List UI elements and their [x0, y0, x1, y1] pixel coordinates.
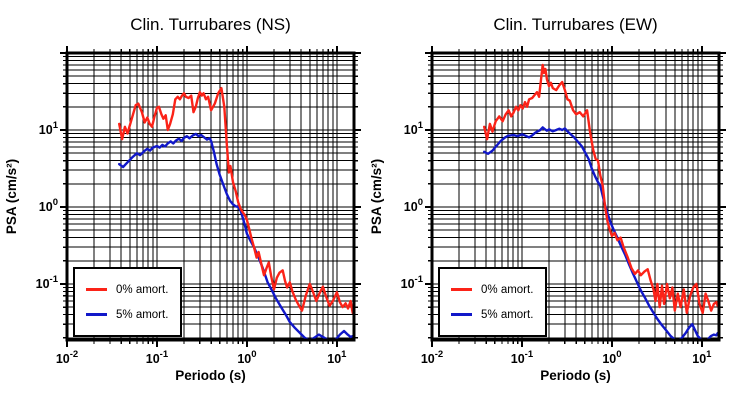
panel-ew: 10-2 10-1 100 101 101 100 10-1 Clin. Turrubares… — [365, 0, 730, 400]
series-group — [483, 63, 719, 340]
ns-chart-svg: 10-2 10-1 100 101 101 100 10-1 Clin. Turrubares… — [4, 15, 361, 383]
x-tick-label: 10-2 — [421, 349, 443, 366]
x-tick-label: 10-1 — [146, 349, 169, 366]
y-tick-label: 100 — [39, 197, 58, 214]
x-tick-label: 100 — [237, 349, 256, 366]
plot-frame — [65, 51, 356, 342]
y-tick-label: 101 — [39, 120, 59, 137]
grid — [66, 52, 354, 340]
y-tick-label: 100 — [404, 197, 423, 214]
x-tick-label: 101 — [692, 349, 712, 366]
x-tick-label: 101 — [327, 349, 347, 366]
ew-chart-svg: 10-2 10-1 100 101 101 100 10-1 Clin. Turrubares… — [369, 15, 726, 383]
legend-label-0pct: 0% amort. — [481, 283, 534, 296]
panel-ns: 10-2 10-1 100 101 101 100 10-1 Clin. Turrubares… — [4, 15, 361, 383]
y-tick-label: 10-1 — [401, 274, 424, 291]
y-axis-label: PSA (cm/s²) — [369, 159, 384, 234]
series-line-5-amort- — [483, 126, 719, 340]
x-tick-label: 10-2 — [56, 349, 78, 366]
legend-entry-0pct: 0% amort. — [440, 282, 545, 298]
plot-title: Clin. Turrubares (EW) — [493, 15, 657, 34]
tick-labels: 10-2 10-1 100 101 101 100 10-1 — [401, 120, 713, 366]
legend-entry-5pct: 5% amort. — [440, 307, 545, 323]
legend-label-5pct: 5% amort. — [481, 308, 534, 321]
y-tick-label: 101 — [404, 120, 424, 137]
legend-entry-5pct: 5% amort. — [75, 307, 180, 323]
x-tick-label: 100 — [602, 349, 621, 366]
x-axis-label: Periodo (s) — [175, 368, 246, 383]
x-axis-label: Periodo (s) — [540, 368, 611, 383]
plot-title: Clin. Turrubares (NS) — [130, 15, 291, 34]
y-axis-label: PSA (cm/s²) — [4, 159, 19, 234]
legend-line-sample-0pct — [451, 288, 472, 291]
legend: 0% amort. 5% amort. — [438, 267, 547, 337]
series-line-0-amort- — [118, 86, 354, 315]
legend: 0% amort. 5% amort. — [73, 267, 182, 337]
tick-labels: 10-2 10-1 100 101 101 100 10-1 — [36, 120, 348, 366]
legend-entry-0pct: 0% amort. — [75, 282, 180, 298]
legend-line-sample-5pct — [86, 313, 107, 316]
legend-label-0pct: 0% amort. — [116, 283, 169, 296]
x-tick-label: 10-1 — [511, 349, 534, 366]
legend-line-sample-0pct — [86, 288, 107, 291]
y-tick-label: 10-1 — [36, 274, 59, 291]
series-line-0-amort- — [483, 63, 719, 315]
legend-line-sample-5pct — [451, 313, 472, 316]
plot-frame — [430, 51, 721, 342]
legend-label-5pct: 5% amort. — [116, 308, 169, 321]
